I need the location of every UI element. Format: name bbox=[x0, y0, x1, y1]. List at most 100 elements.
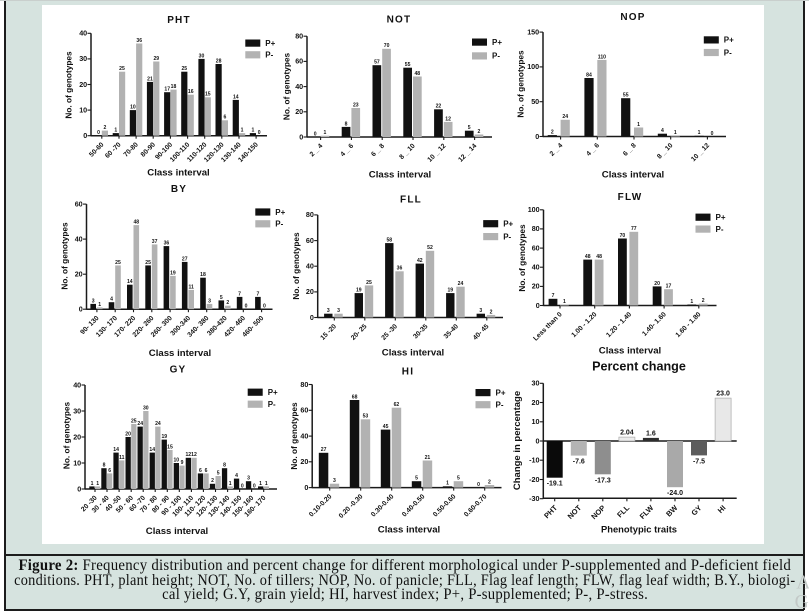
svg-text:-10: -10 bbox=[529, 456, 539, 465]
svg-text:0: 0 bbox=[258, 130, 261, 136]
svg-text:2: 2 bbox=[490, 309, 493, 315]
svg-text:1: 1 bbox=[91, 481, 94, 487]
svg-text:100: 100 bbox=[527, 62, 539, 71]
svg-text:-30: -30 bbox=[529, 494, 539, 503]
svg-text:2.04: 2.04 bbox=[620, 430, 634, 437]
svg-text:P-: P- bbox=[716, 225, 724, 234]
svg-text:12: 12 bbox=[445, 116, 451, 122]
svg-text:BY: BY bbox=[171, 184, 187, 195]
svg-text:BW: BW bbox=[664, 503, 680, 519]
svg-text:25 -30: 25 -30 bbox=[380, 323, 399, 342]
svg-text:8 _ 10: 8 _ 10 bbox=[656, 142, 674, 160]
svg-text:20: 20 bbox=[654, 281, 660, 287]
svg-text:50-60: 50-60 bbox=[88, 141, 105, 158]
svg-text:0.20 -0.30: 0.20 -0.30 bbox=[338, 493, 365, 520]
svg-text:5: 5 bbox=[220, 295, 223, 301]
svg-text:10 _ 12: 10 _ 12 bbox=[690, 142, 711, 163]
svg-text:10: 10 bbox=[79, 105, 87, 114]
svg-text:48: 48 bbox=[585, 254, 591, 260]
svg-text:FLL: FLL bbox=[400, 195, 422, 206]
svg-text:70-80: 70-80 bbox=[123, 141, 140, 158]
svg-text:30: 30 bbox=[143, 405, 149, 411]
svg-text:1: 1 bbox=[446, 481, 449, 487]
svg-text:4 _ 6: 4 _ 6 bbox=[585, 142, 601, 158]
svg-text:17: 17 bbox=[164, 87, 170, 93]
svg-text:P-: P- bbox=[492, 52, 500, 61]
svg-text:P+: P+ bbox=[716, 213, 726, 222]
svg-text:P+: P+ bbox=[496, 388, 506, 397]
svg-text:6: 6 bbox=[108, 468, 111, 474]
svg-text:42: 42 bbox=[417, 258, 423, 264]
svg-text:19: 19 bbox=[170, 270, 176, 276]
svg-text:GY: GY bbox=[170, 365, 187, 376]
svg-text:P-: P- bbox=[265, 51, 273, 60]
svg-text:1: 1 bbox=[674, 130, 677, 136]
svg-text:0: 0 bbox=[83, 131, 87, 140]
svg-text:1: 1 bbox=[229, 481, 232, 487]
svg-text:0.60-0.70: 0.60-0.70 bbox=[463, 493, 488, 518]
svg-text:No. of genotypes: No. of genotypes bbox=[291, 232, 301, 300]
svg-text:-24.0: -24.0 bbox=[667, 490, 683, 497]
svg-text:1.40- 1.60: 1.40- 1.60 bbox=[641, 311, 668, 338]
svg-text:84: 84 bbox=[586, 72, 592, 78]
svg-text:70: 70 bbox=[620, 233, 626, 239]
svg-text:100: 100 bbox=[528, 205, 540, 214]
svg-text:3: 3 bbox=[333, 478, 336, 484]
svg-text:No. of genotypes: No. of genotypes bbox=[517, 224, 527, 292]
svg-text:25: 25 bbox=[366, 280, 372, 286]
svg-text:PHT: PHT bbox=[167, 15, 191, 26]
svg-text:10: 10 bbox=[73, 458, 81, 467]
svg-text:30: 30 bbox=[532, 379, 540, 388]
svg-text:3: 3 bbox=[247, 476, 250, 482]
svg-text:60: 60 bbox=[295, 57, 303, 66]
svg-text:37: 37 bbox=[152, 239, 158, 245]
svg-text:6: 6 bbox=[223, 115, 226, 121]
svg-text:27: 27 bbox=[182, 256, 188, 262]
svg-text:5: 5 bbox=[415, 476, 418, 482]
svg-text:GY: GY bbox=[689, 503, 703, 517]
svg-text:0: 0 bbox=[535, 132, 539, 141]
svg-text:23: 23 bbox=[353, 102, 359, 108]
svg-text:12: 12 bbox=[185, 452, 191, 458]
svg-text:4: 4 bbox=[235, 473, 238, 479]
svg-text:1: 1 bbox=[265, 481, 268, 487]
svg-text:3: 3 bbox=[479, 308, 482, 314]
svg-text:FLL: FLL bbox=[615, 503, 631, 519]
svg-text:Percent change: Percent change bbox=[592, 360, 686, 374]
svg-text:22: 22 bbox=[436, 104, 442, 110]
svg-text:0: 0 bbox=[241, 483, 244, 489]
svg-text:24: 24 bbox=[155, 421, 161, 427]
svg-text:40: 40 bbox=[75, 234, 83, 243]
svg-text:1: 1 bbox=[637, 122, 640, 128]
svg-text:0: 0 bbox=[253, 483, 256, 489]
svg-text:16: 16 bbox=[188, 89, 194, 95]
svg-text:20- 25: 20- 25 bbox=[350, 323, 369, 342]
svg-text:1: 1 bbox=[96, 481, 99, 487]
svg-text:35-40: 35-40 bbox=[443, 323, 460, 340]
svg-text:36: 36 bbox=[397, 266, 403, 272]
svg-text:1: 1 bbox=[251, 128, 254, 134]
svg-text:8: 8 bbox=[223, 463, 226, 469]
svg-text:15 -20: 15 -20 bbox=[319, 323, 338, 342]
svg-text:P-: P- bbox=[268, 400, 276, 409]
svg-text:P-: P- bbox=[275, 220, 283, 229]
svg-text:0: 0 bbox=[536, 301, 540, 310]
svg-text:6: 6 bbox=[199, 468, 202, 474]
svg-text:11: 11 bbox=[189, 284, 195, 290]
svg-text:NOT: NOT bbox=[387, 15, 412, 26]
svg-text:25: 25 bbox=[145, 260, 151, 266]
svg-text:80: 80 bbox=[295, 32, 303, 41]
svg-text:1: 1 bbox=[114, 128, 117, 134]
svg-text:0.10-0.20: 0.10-0.20 bbox=[308, 493, 333, 518]
svg-text:Phenotypic traits: Phenotypic traits bbox=[601, 524, 677, 535]
svg-text:24: 24 bbox=[458, 281, 464, 287]
svg-text:48: 48 bbox=[414, 71, 420, 77]
svg-text:0: 0 bbox=[245, 304, 248, 310]
svg-text:48: 48 bbox=[133, 220, 139, 226]
svg-text:25: 25 bbox=[181, 66, 187, 72]
svg-text:1.00 - 1.20: 1.00 - 1.20 bbox=[570, 311, 598, 339]
svg-text:55: 55 bbox=[405, 62, 411, 68]
svg-text:50: 50 bbox=[531, 97, 539, 106]
svg-text:36: 36 bbox=[136, 38, 142, 44]
svg-text:80: 80 bbox=[532, 224, 540, 233]
